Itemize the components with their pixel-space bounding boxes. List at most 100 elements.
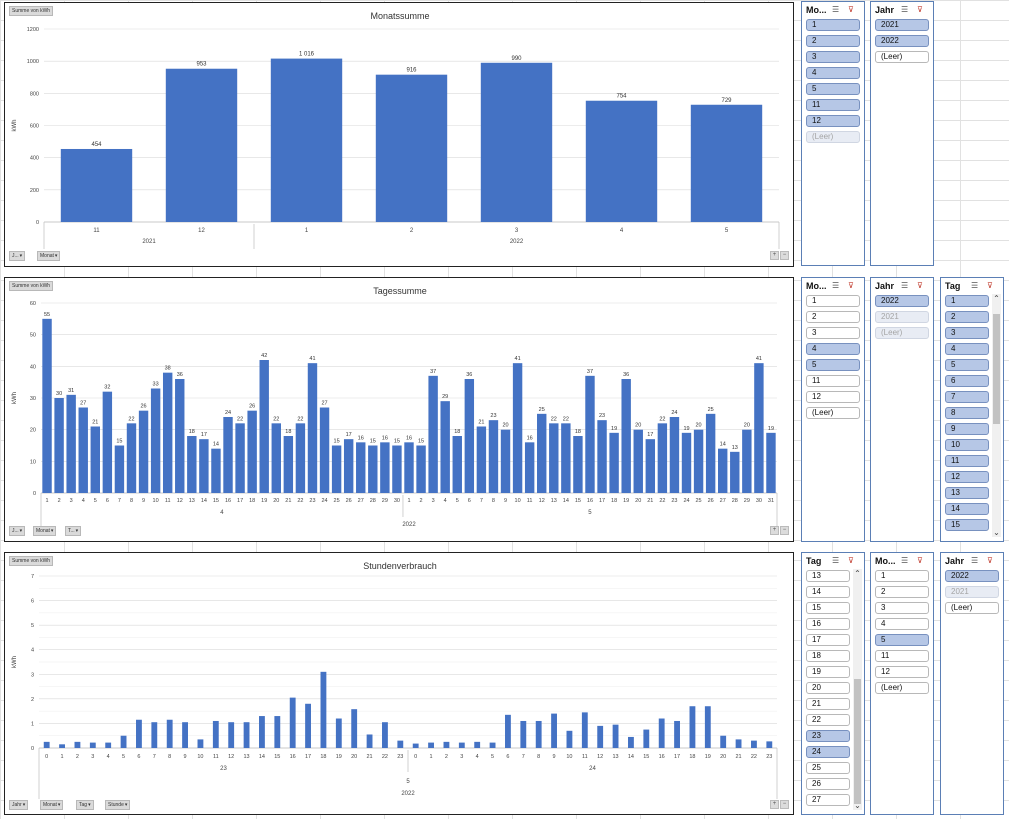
slicer-item[interactable]: 21 <box>806 698 850 710</box>
bar[interactable] <box>690 104 763 222</box>
bar[interactable] <box>343 439 354 493</box>
clear-filter-icon[interactable]: ⊽ <box>987 281 993 290</box>
bar[interactable] <box>585 100 658 222</box>
bar[interactable] <box>412 743 419 748</box>
bar[interactable] <box>621 379 631 493</box>
multi-select-icon[interactable]: ☰ <box>971 556 979 565</box>
slicer-item[interactable]: 3 <box>875 602 929 614</box>
bar[interactable] <box>165 68 238 222</box>
bar[interactable] <box>428 742 434 748</box>
bar[interactable] <box>78 407 88 494</box>
bar[interactable] <box>693 429 704 493</box>
clear-filter-icon[interactable]: ⊽ <box>917 5 923 14</box>
bar[interactable] <box>658 718 665 748</box>
multi-select-icon[interactable]: ☰ <box>901 281 909 290</box>
bar[interactable] <box>585 375 595 493</box>
slicer-item[interactable]: 20 <box>806 682 850 694</box>
bar[interactable] <box>150 388 161 494</box>
value-field-button[interactable]: Summe von kWh <box>9 6 54 16</box>
bar[interactable] <box>166 719 173 748</box>
slicer-item[interactable]: 17 <box>806 634 850 646</box>
bar[interactable] <box>102 391 113 493</box>
clear-filter-icon[interactable]: ⊽ <box>917 281 923 290</box>
bar[interactable] <box>597 725 604 748</box>
clear-filter-icon[interactable]: ⊽ <box>848 281 854 290</box>
bar[interactable] <box>319 407 330 494</box>
bar[interactable] <box>505 714 511 748</box>
slicer-item[interactable]: 23 <box>806 730 850 742</box>
bar[interactable] <box>74 741 81 748</box>
slicer-item[interactable]: 13 <box>945 487 989 499</box>
bar[interactable] <box>681 432 692 493</box>
slicer-item[interactable]: 5 <box>875 634 929 646</box>
scrollbar-thumb[interactable] <box>993 314 1000 424</box>
bar[interactable] <box>566 730 573 748</box>
bar[interactable] <box>464 379 475 493</box>
bar[interactable] <box>375 74 448 222</box>
bar[interactable] <box>549 423 559 493</box>
bar[interactable] <box>66 394 76 493</box>
bar[interactable] <box>573 436 583 493</box>
collapse-field-button[interactable]: − <box>780 526 789 535</box>
slicer-item[interactable]: 3 <box>806 51 860 63</box>
slicer-item[interactable]: (Leer) <box>945 602 999 614</box>
slicer-item[interactable]: 4 <box>806 67 860 79</box>
collapse-field-button[interactable]: − <box>780 800 789 809</box>
slicer-item[interactable]: 5 <box>806 359 860 371</box>
bar[interactable] <box>368 445 378 494</box>
bar[interactable] <box>89 742 96 748</box>
bar[interactable] <box>235 423 245 493</box>
bar[interactable] <box>612 724 619 748</box>
bar[interactable] <box>197 739 204 748</box>
slicer-item[interactable]: 8 <box>945 407 989 419</box>
multi-select-icon[interactable]: ☰ <box>832 556 840 565</box>
bar[interactable] <box>305 703 311 748</box>
bar[interactable] <box>742 429 752 493</box>
slicer-scrollbar[interactable]: ⌃ ⌄ <box>992 294 1001 537</box>
bar[interactable] <box>283 436 294 493</box>
bar[interactable] <box>404 442 414 493</box>
slicer-item[interactable]: 6 <box>945 375 989 387</box>
expand-field-button[interactable]: + <box>770 800 779 809</box>
field-button-stunde[interactable]: Stunde▾ <box>105 800 131 810</box>
bar[interactable] <box>271 423 281 493</box>
slicer-item[interactable]: 9 <box>945 423 989 435</box>
bar[interactable] <box>416 445 426 494</box>
bar[interactable] <box>500 429 511 493</box>
bar[interactable] <box>392 445 402 494</box>
slicer-item[interactable]: 18 <box>806 650 850 662</box>
bar[interactable] <box>151 722 158 748</box>
slicer-item[interactable]: 1 <box>806 19 860 31</box>
slicer-tag[interactable]: Tag ☰ ⊽ 1 2 3 4 5 6 7 8 9 10 11 12 13 14 15 ⌃ ⌄ <box>940 277 1004 542</box>
slicer-item[interactable]: 12 <box>806 391 860 403</box>
bar[interactable] <box>126 423 137 493</box>
bar[interactable] <box>674 720 680 748</box>
bar[interactable] <box>223 417 233 493</box>
bar[interactable] <box>628 736 634 748</box>
slicer-item[interactable]: 4 <box>875 618 929 630</box>
field-button-monat[interactable]: Monat▾ <box>40 800 64 810</box>
bar[interactable] <box>561 423 571 493</box>
bar[interactable] <box>331 445 342 494</box>
clear-filter-icon[interactable]: ⊽ <box>848 556 854 565</box>
slicer-scrollbar[interactable]: ⌃ ⌄ <box>853 569 862 810</box>
slicer-item[interactable]: 7 <box>945 391 989 403</box>
chart-stundenverbrauch[interactable]: Stundenverbrauch kWh 0 1 2 3 4 5 6 7 0 1 2 3 4 5 6 7 8 9 10 1… <box>4 552 794 815</box>
slicer-item[interactable]: 16 <box>806 618 850 630</box>
bar[interactable] <box>211 448 221 493</box>
slicer-item[interactable]: 14 <box>806 586 850 598</box>
bar[interactable] <box>520 720 527 748</box>
bar[interactable] <box>730 451 740 493</box>
bar[interactable] <box>754 363 764 493</box>
slicer-item[interactable]: 5 <box>806 83 860 95</box>
slicer-item[interactable]: 4 <box>806 343 860 355</box>
expand-field-button[interactable]: + <box>770 251 779 260</box>
bar[interactable] <box>458 742 465 748</box>
bar[interactable] <box>54 398 64 493</box>
bar[interactable] <box>59 744 65 748</box>
bar[interactable] <box>581 712 588 748</box>
slicer-item[interactable]: 12 <box>945 471 989 483</box>
slicer-item[interactable]: 2 <box>945 311 989 323</box>
chart-tagessumme[interactable]: Tagessumme kWh 0 10 20 30 40 50 60 55 1 30 2 31 3 27 4 21… <box>4 277 794 542</box>
value-field-button[interactable]: Summe von kWh <box>9 281 54 291</box>
